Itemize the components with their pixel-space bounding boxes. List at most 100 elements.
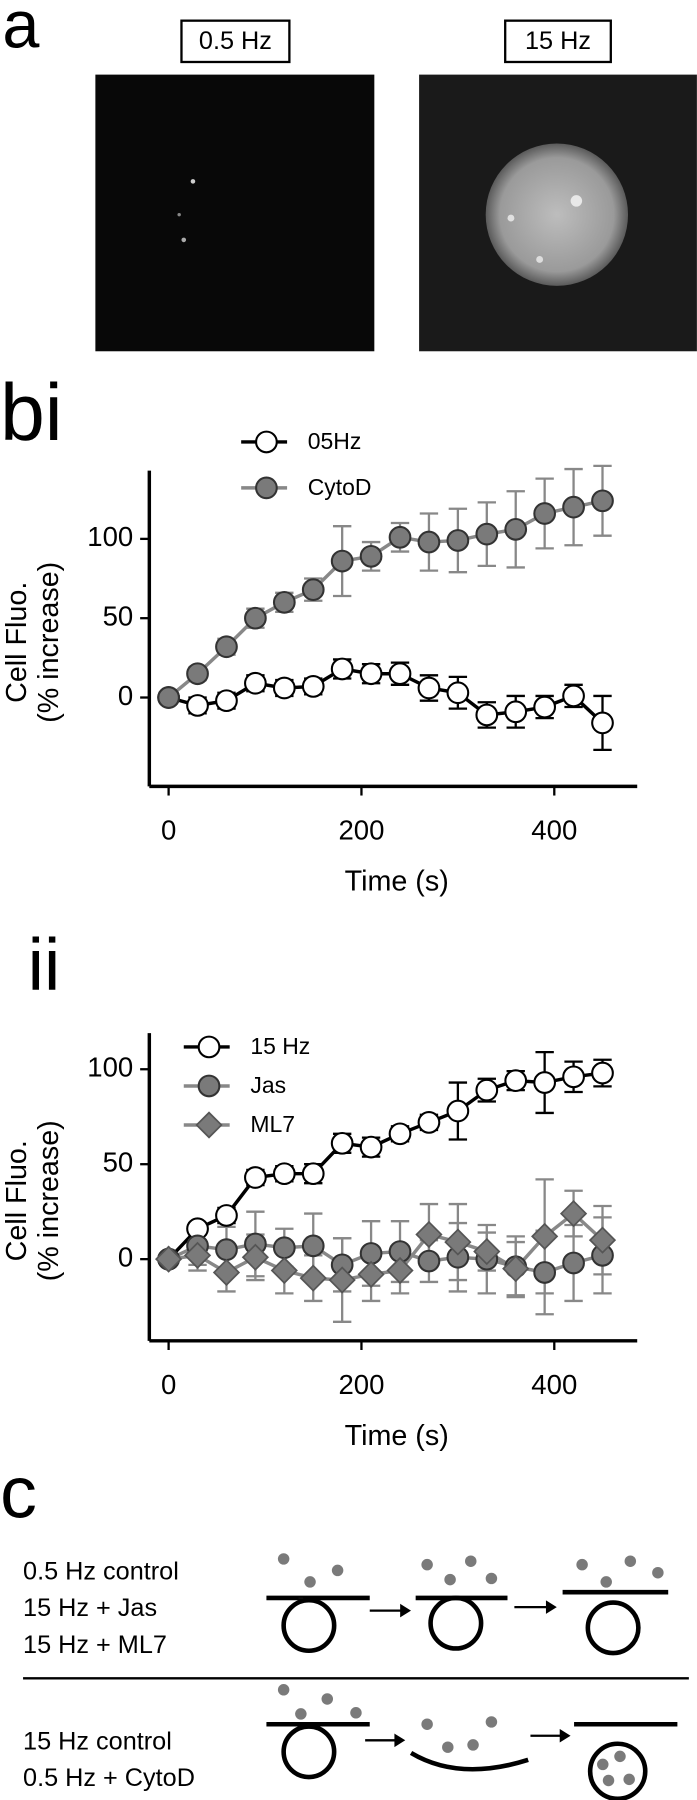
legend-label: ML7 bbox=[250, 1111, 295, 1137]
marker bbox=[562, 1065, 585, 1089]
marker bbox=[504, 700, 528, 724]
marker bbox=[328, 1266, 356, 1294]
marker bbox=[591, 489, 614, 513]
marker bbox=[446, 529, 470, 552]
x-tick-label: 200 bbox=[338, 1369, 384, 1400]
cell bbox=[485, 143, 629, 286]
panel-label: ii bbox=[28, 922, 61, 1005]
marker bbox=[241, 1243, 270, 1271]
marker bbox=[531, 1222, 559, 1250]
marker bbox=[357, 1260, 385, 1288]
marker bbox=[157, 686, 180, 709]
legend-marker bbox=[197, 1074, 221, 1098]
marker bbox=[270, 1256, 298, 1285]
marker bbox=[244, 606, 267, 630]
diagram bbox=[23, 1553, 689, 1800]
panel-label: bi bbox=[0, 368, 63, 458]
panel-label: c bbox=[0, 1450, 37, 1533]
marker bbox=[388, 1122, 412, 1146]
y-axis-label: (% increase) bbox=[33, 1120, 65, 1281]
marker bbox=[473, 1237, 501, 1266]
marker bbox=[504, 1069, 528, 1093]
marker bbox=[446, 681, 470, 705]
marker bbox=[330, 1131, 354, 1155]
marker bbox=[359, 1242, 383, 1265]
spot bbox=[570, 195, 583, 207]
marker bbox=[562, 1251, 585, 1275]
marker bbox=[475, 703, 499, 727]
image-label-box bbox=[504, 19, 612, 64]
marker bbox=[588, 1226, 617, 1254]
legend-label: Jas bbox=[250, 1072, 286, 1098]
marker bbox=[559, 1199, 588, 1228]
marker bbox=[272, 676, 296, 700]
spot bbox=[181, 237, 187, 243]
legend-label: CytoD bbox=[308, 474, 372, 500]
x-tick-label: 400 bbox=[531, 1369, 577, 1400]
marker bbox=[215, 1238, 238, 1262]
marker bbox=[533, 1071, 557, 1094]
marker bbox=[417, 1111, 441, 1134]
legend-label: 05Hz bbox=[308, 428, 362, 454]
marker bbox=[272, 1162, 296, 1186]
condition-label: 15 Hz + Jas bbox=[23, 1594, 157, 1622]
y-tick-label: 100 bbox=[87, 521, 133, 552]
legend-marker bbox=[195, 1111, 223, 1139]
y-axis-label: Cell Fluo. bbox=[1, 1140, 33, 1261]
marker bbox=[301, 1162, 325, 1186]
marker bbox=[388, 525, 412, 549]
condition-label: 0.5 Hz + CytoD bbox=[23, 1764, 195, 1792]
marker bbox=[417, 530, 441, 554]
marker bbox=[272, 590, 296, 614]
marker bbox=[562, 684, 585, 708]
marker bbox=[502, 1255, 530, 1283]
marker bbox=[415, 1220, 443, 1249]
series-line bbox=[168, 667, 604, 725]
marker bbox=[417, 1249, 441, 1273]
marker bbox=[186, 662, 209, 686]
x-axis-label: Time (s) bbox=[345, 1420, 449, 1452]
panel-label: a bbox=[2, 0, 40, 62]
marker bbox=[359, 544, 383, 568]
marker bbox=[359, 1135, 383, 1159]
y-tick-label: 50 bbox=[103, 1146, 134, 1177]
marker bbox=[388, 662, 412, 686]
marker bbox=[186, 694, 209, 717]
x-axis-label: Time (s) bbox=[345, 865, 449, 897]
spot bbox=[536, 255, 544, 263]
particles bbox=[277, 1553, 664, 1787]
x-tick-label: 0 bbox=[161, 815, 176, 846]
marker bbox=[301, 1234, 325, 1258]
series-line bbox=[168, 1211, 604, 1282]
marker bbox=[533, 695, 557, 719]
spot bbox=[507, 214, 515, 222]
marker bbox=[244, 671, 267, 695]
x-tick-label: 400 bbox=[531, 815, 577, 846]
marker bbox=[504, 517, 528, 541]
marker bbox=[444, 1228, 472, 1256]
series-line bbox=[167, 1242, 603, 1275]
marker bbox=[154, 1245, 183, 1273]
marker bbox=[212, 1258, 241, 1287]
spot bbox=[190, 179, 196, 184]
marker bbox=[183, 1241, 212, 1269]
image-label: 0.5 Hz bbox=[199, 27, 272, 55]
condition-label: 15 Hz control bbox=[23, 1727, 172, 1755]
marker bbox=[475, 522, 499, 546]
marker bbox=[215, 689, 238, 713]
marker bbox=[330, 549, 354, 573]
marker bbox=[533, 502, 557, 525]
marker bbox=[301, 675, 325, 698]
series-line bbox=[167, 1071, 603, 1261]
marker bbox=[533, 1261, 557, 1284]
y-axis-label: Cell Fluo. bbox=[1, 582, 33, 703]
marker bbox=[562, 495, 585, 519]
spot bbox=[177, 212, 181, 217]
marker bbox=[359, 662, 383, 686]
series-line bbox=[167, 499, 603, 699]
image-label-box bbox=[180, 19, 291, 64]
marker bbox=[272, 1236, 296, 1260]
marker bbox=[215, 635, 238, 659]
legend-label: 15 Hz bbox=[250, 1033, 310, 1059]
